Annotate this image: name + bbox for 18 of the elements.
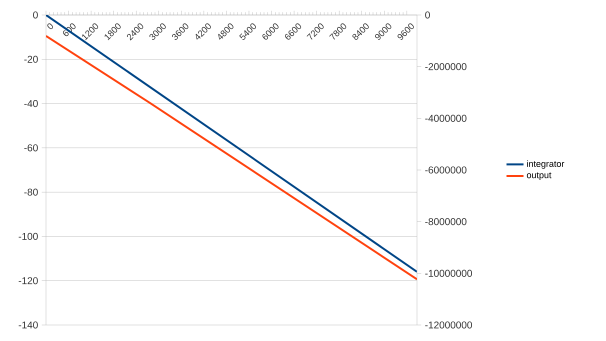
y-tick-label: -140	[18, 321, 38, 329]
y-tick-label: -20	[24, 56, 38, 63]
y-tick-label: -60	[24, 144, 38, 152]
y-tick-label: -120	[18, 277, 38, 284]
y2-tick-label: -12000000	[425, 321, 472, 329]
y2-tick-label: 0	[425, 11, 430, 19]
y2-tick-label: -10000000	[425, 270, 472, 277]
y-tick-label: -40	[24, 100, 38, 108]
x-tick-label: 0	[47, 23, 54, 30]
y-tick-label: -100	[18, 232, 38, 240]
legend-label: integrator	[527, 160, 564, 169]
y-tick-label: -80	[24, 188, 38, 196]
y2-tick-label: -4000000	[425, 114, 466, 122]
y2-tick-label: -6000000	[425, 166, 466, 174]
y2-tick-label: -8000000	[425, 218, 466, 226]
y2-tick-label: -2000000	[425, 63, 466, 70]
y-tick-label: 0	[33, 11, 38, 19]
legend-label: output	[526, 172, 552, 180]
